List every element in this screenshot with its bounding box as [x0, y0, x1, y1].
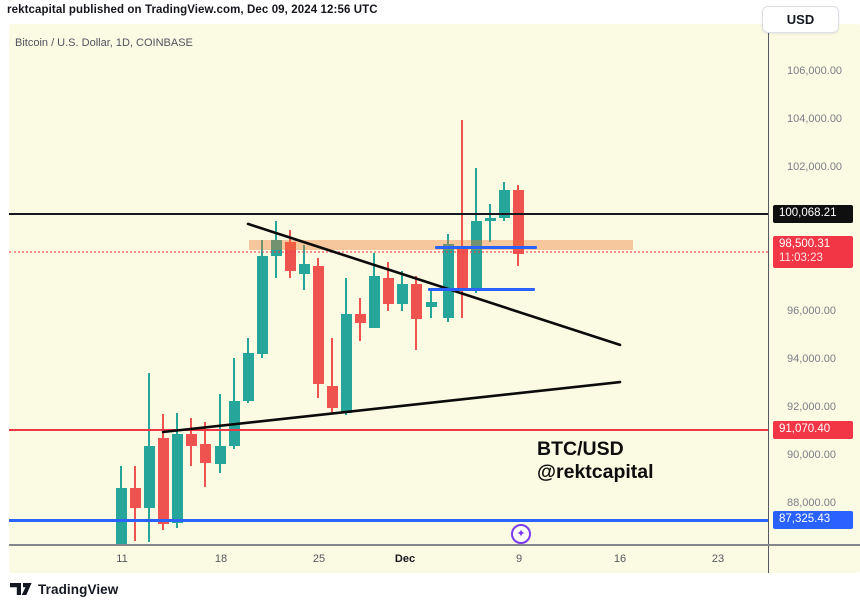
candle-body [425, 302, 437, 308]
candle-wick [219, 393, 221, 473]
last-price-label: 98,500.31 11:03:23 [773, 235, 853, 268]
candle-wick [489, 204, 491, 243]
time-axis-tick: 23 [711, 553, 725, 565]
candle-body [143, 446, 155, 508]
last-price-dotted-line[interactable] [9, 250, 768, 253]
price-axis-label: 96,000.00 [787, 305, 836, 317]
footer: TradingView [0, 573, 860, 607]
currency-usd-button[interactable]: USD [762, 6, 839, 33]
support-level-label: 91,070.40 [773, 420, 853, 440]
candle-body [368, 276, 380, 328]
candle-body [214, 446, 226, 465]
time-axis-tick: 9 [515, 553, 523, 565]
price-axis-label: 102,000.00 [787, 161, 843, 173]
idea-sparkle-icon[interactable]: ✦ [511, 524, 531, 544]
horizontal-level-line-blue[interactable] [9, 519, 768, 522]
chart-watermark: BTC/USD @rektcapital [537, 438, 654, 484]
horizontal-level-line-black[interactable] [9, 213, 768, 216]
tag-price-text: 91,070.40 [779, 423, 831, 436]
candle-body [270, 240, 282, 256]
time-axis-tick: Dec [394, 553, 416, 565]
candle-body [484, 218, 496, 221]
publish-banner-text: rektcapital published on TradingView.com… [7, 4, 378, 16]
candle-body [185, 434, 197, 447]
price-axis-label: 88,000.00 [787, 497, 836, 509]
price-axis-label: 90,000.00 [787, 449, 836, 461]
trendlines-layer [161, 222, 622, 434]
price-axis-label: 104,000.00 [787, 113, 843, 125]
bar-countdown-text: 11:03:23 [779, 251, 823, 264]
candle-body [456, 248, 468, 290]
candle-body [470, 220, 482, 291]
candle-body [171, 434, 183, 524]
candle-body [199, 444, 211, 464]
publish-banner: rektcapital published on TradingView.com… [0, 0, 860, 24]
ascending-trendline[interactable] [161, 380, 622, 434]
time-axis-tick: 18 [214, 553, 228, 565]
tag-price-text: 87,325.43 [779, 513, 831, 526]
time-axis-tick: 11 [116, 553, 128, 565]
candle-body [396, 284, 408, 304]
candle-body [354, 314, 366, 323]
candle-body [340, 314, 352, 413]
tag-price-text: 100,068.21 [779, 207, 837, 220]
price-axis-label: 92,000.00 [787, 401, 836, 413]
candle-body [512, 189, 524, 255]
descending-trendline[interactable] [246, 222, 622, 347]
price-axis-label: 94,000.00 [787, 353, 836, 365]
lower-level-label: 87,325.43 [773, 510, 853, 530]
candle-body [382, 278, 394, 304]
blue-level-segment[interactable] [428, 287, 535, 291]
candle-body [298, 264, 310, 274]
candle-body [129, 488, 141, 508]
symbol-legend: Bitcoin / U.S. Dollar, 1D, COINBASE [15, 37, 193, 49]
watermark-symbol: BTC/USD [537, 438, 624, 460]
candle-body [498, 189, 510, 219]
candle-body [410, 284, 422, 320]
candle-body [242, 352, 254, 401]
candle-body [284, 242, 296, 272]
candle-body [256, 255, 268, 354]
candle-wick [331, 338, 333, 414]
plot-area[interactable] [9, 24, 768, 544]
tag-price-text: 98,500.31 [779, 238, 831, 251]
price-axis-label: 106,000.00 [787, 65, 843, 77]
tradingview-logo-icon [10, 583, 32, 595]
blue-level-segment[interactable] [435, 245, 537, 249]
chart-surface: Bitcoin / U.S. Dollar, 1D, COINBASE BTC/… [9, 24, 860, 573]
time-axis-tick: 25 [312, 553, 326, 565]
candle-body [326, 386, 338, 408]
candle-body [115, 488, 127, 544]
tradingview-wordmark: TradingView [38, 582, 119, 597]
candle-body [157, 438, 169, 525]
candle-wick [461, 120, 463, 318]
price-axis[interactable]: 106,000.00 104,000.00 102,000.00 96,000.00 9… [768, 24, 860, 573]
time-axis-tick: 16 [613, 553, 627, 565]
time-axis[interactable]: 11 18 25 Dec 9 16 23 [9, 544, 860, 573]
horizontal-level-line-red[interactable] [9, 429, 768, 432]
resistance-zone [249, 240, 633, 250]
alert-level-label: 100,068.21 [773, 204, 853, 224]
candle-body [442, 243, 454, 318]
candle-body [312, 266, 324, 384]
tradingview-brand[interactable]: TradingView [10, 582, 118, 597]
watermark-handle: @rektcapital [537, 461, 654, 483]
